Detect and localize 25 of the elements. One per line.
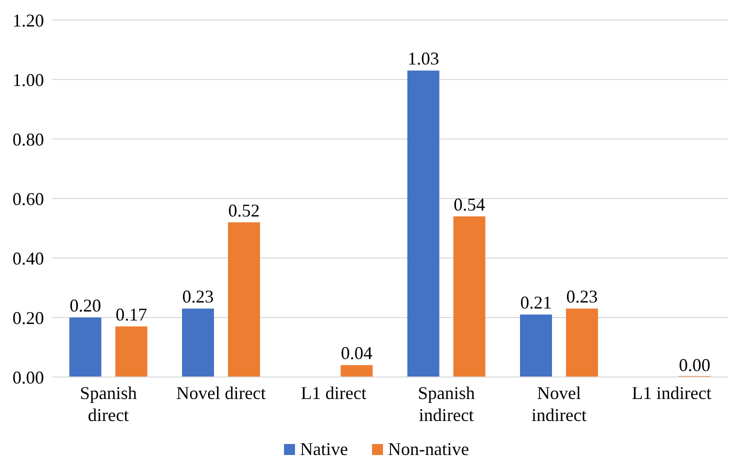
data-label: 0.00 <box>678 355 710 375</box>
y-tick-label: 1.20 <box>12 10 44 30</box>
y-tick-label: 0.00 <box>12 367 44 388</box>
y-tick-label: 0.40 <box>12 248 44 268</box>
y-tick-label: 0.60 <box>12 188 44 209</box>
x-tick-label: L1 direct <box>300 383 366 403</box>
x-tick-label: L1 indirect <box>632 383 712 403</box>
data-label: 0.23 <box>182 286 214 307</box>
data-label: 0.23 <box>566 286 598 307</box>
y-tick-label: 0.80 <box>12 129 44 150</box>
x-tick-label: Novel indirect <box>532 383 586 425</box>
data-label: 0.54 <box>454 194 486 214</box>
x-tick-label: Novel direct <box>176 383 266 403</box>
data-label: 0.04 <box>340 343 372 364</box>
data-label: 1.03 <box>408 48 440 69</box>
data-label: 0.52 <box>228 200 260 220</box>
y-tick-label: 0.20 <box>12 308 44 328</box>
legend-label: Non-native <box>388 439 469 459</box>
data-label: 0.21 <box>520 292 552 313</box>
x-tick-label: Spanish indirect <box>418 383 475 425</box>
data-label: 0.17 <box>116 304 148 324</box>
y-tick-label: 1.00 <box>12 70 44 90</box>
legend-label: Native <box>300 439 348 459</box>
data-label: 0.20 <box>70 296 102 316</box>
x-tick-label: Spanish direct <box>80 383 137 425</box>
